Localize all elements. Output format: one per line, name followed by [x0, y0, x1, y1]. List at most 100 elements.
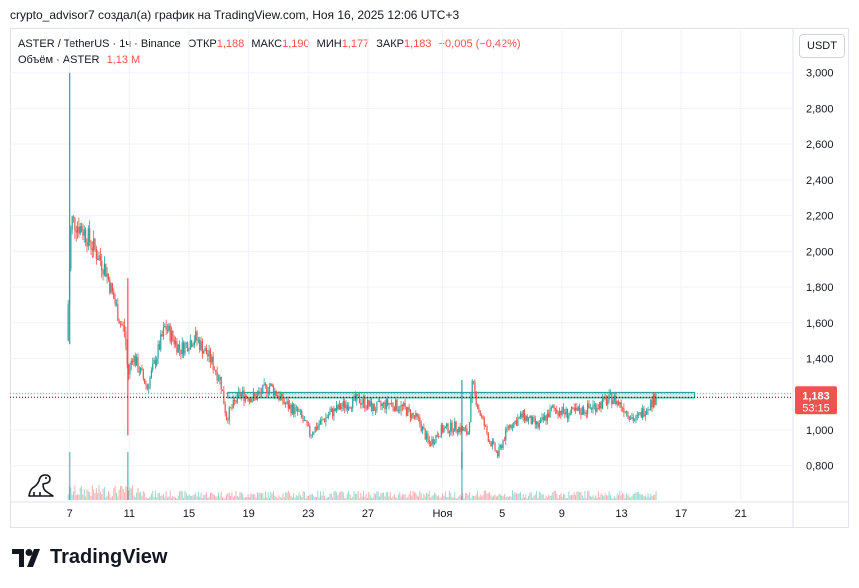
- volume-bar: [540, 492, 542, 500]
- candle-body: [162, 327, 165, 337]
- candle-body: [87, 228, 89, 247]
- volume-bar: [184, 490, 186, 500]
- candle-body: [314, 426, 316, 433]
- candle-body: [263, 383, 265, 385]
- candle-body: [452, 431, 455, 433]
- candle-body: [361, 403, 363, 405]
- volume-bar: [297, 496, 299, 500]
- volume-bar: [474, 496, 476, 500]
- candle-body: [90, 242, 92, 249]
- candle-body: [434, 442, 436, 444]
- legend-open-label: ОТКР: [187, 38, 217, 50]
- candle-body: [372, 403, 374, 412]
- volume-bar: [95, 488, 97, 500]
- candle-body: [581, 407, 583, 415]
- candle-body: [435, 435, 437, 443]
- volume-bar: [413, 492, 415, 500]
- volume-bar: [117, 496, 119, 500]
- candle-body: [506, 427, 508, 429]
- volume-bar: [467, 494, 469, 500]
- tradingview-logo-text: TradingView: [50, 546, 168, 568]
- candle-body: [234, 399, 236, 402]
- candle-body: [388, 403, 390, 405]
- volume-bar: [452, 497, 454, 500]
- volume-bar: [113, 487, 115, 500]
- x-tick-label: 11: [124, 508, 135, 520]
- volume-bar: [244, 497, 246, 500]
- candle-body: [268, 385, 271, 392]
- volume-bar: [530, 492, 532, 500]
- resistance-zone-box: [227, 391, 696, 399]
- candle-body: [272, 386, 275, 395]
- candle-body: [399, 410, 401, 411]
- candle-body: [589, 407, 591, 409]
- volume-bar: [638, 491, 640, 500]
- volume-bar: [160, 495, 162, 500]
- candle-body: [655, 397, 657, 405]
- tradingview-logo[interactable]: TradingView: [12, 546, 167, 569]
- volume-bar: [207, 497, 209, 500]
- candle-body: [149, 377, 151, 388]
- volume-bar: [120, 486, 122, 500]
- candle-body: [623, 408, 625, 413]
- candle-body: [327, 414, 330, 417]
- candle-body: [464, 428, 467, 430]
- candle-body: [203, 351, 205, 354]
- volume-bar: [322, 491, 324, 500]
- volume-bar: [310, 494, 312, 500]
- candle-body: [204, 347, 206, 352]
- legend-symbol[interactable]: ASTER / TetherUS · 1ч · Binance: [18, 38, 181, 50]
- candle-body: [195, 331, 197, 341]
- candle-body: [333, 408, 335, 417]
- x-tick-label: 17: [675, 508, 687, 520]
- chart-legend: ASTER / TetherUS · 1ч · Binance ОТКР1,18…: [18, 36, 521, 68]
- volume-bar: [185, 492, 187, 500]
- candle-body: [329, 411, 331, 415]
- volume-bar: [140, 492, 142, 500]
- candle-body: [161, 334, 163, 337]
- volume-bar: [493, 495, 495, 500]
- candle-body: [468, 422, 471, 433]
- volume-bar: [556, 493, 558, 500]
- volume-bar: [227, 492, 229, 500]
- volume-bar: [171, 498, 173, 500]
- legend-volume-label[interactable]: Объём · ASTER: [18, 54, 100, 66]
- volume-bar: [384, 496, 386, 500]
- attribution-text: crypto_advisor7 создал(а) график на Trad…: [10, 8, 460, 22]
- candle-body: [317, 425, 319, 430]
- candle-body: [416, 413, 418, 417]
- candle-body: [216, 372, 218, 381]
- candle-body: [215, 369, 217, 373]
- candle-body: [313, 432, 315, 434]
- volume-bar: [315, 497, 317, 500]
- volume-bar: [218, 492, 220, 500]
- x-tick-label: 19: [243, 508, 255, 520]
- volume-bar: [328, 497, 330, 500]
- candle-body: [537, 421, 539, 428]
- volume-bar: [554, 490, 556, 500]
- volume-bar: [122, 488, 124, 500]
- volume-bar: [105, 497, 107, 500]
- candle-body: [440, 424, 442, 437]
- volume-bar: [501, 495, 503, 500]
- volume-bar: [458, 496, 460, 500]
- candle-body: [395, 399, 397, 411]
- candle-body: [503, 440, 506, 442]
- currency-unit-button[interactable]: USDT: [799, 34, 845, 58]
- candle-body: [213, 369, 216, 371]
- volume-bar: [569, 495, 571, 500]
- candle-body: [302, 416, 304, 421]
- candle-body: [242, 390, 244, 394]
- candle-body: [513, 421, 515, 428]
- volume-bar: [612, 498, 614, 500]
- volume-bar: [627, 494, 629, 500]
- candle-body: [474, 382, 476, 392]
- volume-bar: [605, 495, 607, 500]
- volume-bar: [526, 498, 528, 500]
- volume-bar: [164, 497, 166, 500]
- candle-body: [530, 415, 532, 425]
- volume-bar: [603, 496, 605, 500]
- candle-body: [373, 403, 375, 411]
